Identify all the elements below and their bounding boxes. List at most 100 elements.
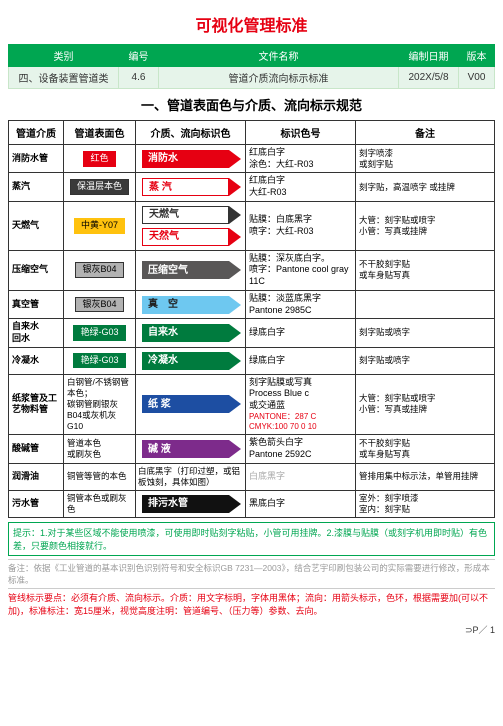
table-row: 真空管银灰B04 真 空贴膜：淡蓝底黑字Pantone 2985C <box>9 290 495 318</box>
cell-remark: 大管：刻字贴或喷字小管：写真或挂牌 <box>356 201 495 250</box>
cell-surface-color: 白钢管/不锈钢管本色；碳钢管刷银灰B04或灰机灰G10 <box>64 374 136 435</box>
flow-arrow: 真 空 <box>138 294 243 316</box>
cell-surface-color: 艳绿-G03 <box>64 347 136 374</box>
cell-code: 贴膜：深灰底白字。喷字：Pantone cool gray 11C <box>246 250 356 290</box>
hdr-col: 编号 <box>119 45 159 67</box>
cell-code: 贴膜：淡蓝底黑字Pantone 2985C <box>246 290 356 318</box>
color-chip: 艳绿-G03 <box>73 353 125 369</box>
cell-remark: 室外：刻字喷漆室内：刻字贴 <box>356 490 495 517</box>
cell-arrow: 消防水 <box>136 145 246 173</box>
cell-arrow: 排污水管 <box>136 490 246 517</box>
cell-remark: 刻字喷漆或刻字贴 <box>356 145 495 173</box>
flow-arrow: 天然气 <box>138 226 243 248</box>
table-row: 污水管铜管本色或刷灰色排污水管黑底白字室外：刻字喷漆室内：刻字贴 <box>9 490 495 517</box>
cell-remark: 大管：刻字贴或喷字小管：写真或挂牌 <box>356 374 495 435</box>
main-table: 管道介质管道表面色介质、流向标识色标识色号备注 消防水管 红色 消防水红底白字涂色：… <box>8 120 495 518</box>
hdr-val: V00 <box>459 67 495 89</box>
notes-block: 提示：1.对于某些区域不能使用喷漆，可使用即时贴刻字粘贴，小管可用挂牌。2.漆膜… <box>8 522 495 619</box>
cell-medium: 自来水回水 <box>9 319 64 347</box>
cell-surface-color: 铜管本色或刷灰色 <box>64 490 136 517</box>
cell-surface-color: 管道本色或刷灰色 <box>64 435 136 463</box>
hdr-val: 管道介质流向标示标准 <box>159 67 399 89</box>
cell-medium: 天燃气 <box>9 201 64 250</box>
hdr-col: 版本 <box>459 45 495 67</box>
cell-arrow: 真 空 <box>136 290 246 318</box>
color-chip: 银灰B04 <box>75 297 123 313</box>
color-chip: 中黄-Y07 <box>74 218 125 234</box>
cell-medium: 润滑油 <box>9 463 64 490</box>
cell-surface-color: 红色 <box>64 145 136 173</box>
cell-surface-color: 艳绿-G03 <box>64 319 136 347</box>
flow-arrow: 天燃气 <box>138 204 243 226</box>
table-row: 压缩空气银灰B04压缩空气贴膜：深灰底白字。喷字：Pantone cool gr… <box>9 250 495 290</box>
flow-arrow: 纸 浆 <box>138 393 243 415</box>
cell-medium: 真空管 <box>9 290 64 318</box>
main-col: 管道介质 <box>9 121 64 145</box>
flow-arrow: 蒸 汽 <box>138 176 243 198</box>
hint-text: 提示：1.对于某些区域不能使用喷漆，可使用即时贴刻字粘贴，小管可用挂牌。2.漆膜… <box>8 522 495 556</box>
cell-code: 红底白字涂色：大红-R03 <box>246 145 356 173</box>
page-number: ⊃P／ 1 <box>8 623 495 636</box>
cell-remark: 刻字贴或喷字 <box>356 347 495 374</box>
cell-surface-color: 银灰B04 <box>64 290 136 318</box>
table-row: 天燃气中黄-Y07天燃气天然气贴膜：白底黑字喷字：大红-R03大管：刻字贴或喷字… <box>9 201 495 250</box>
header-table: 类别编号文件名称编制日期版本 四、设备装置管道类4.6管道介质流向标示标准202… <box>8 44 495 89</box>
cell-code: 绿底白字 <box>246 347 356 374</box>
table-row: 润滑油铜管等管的本色白底黑字（打印过塑，或铝板蚀刻，具体如图）白底黑字管排用集中… <box>9 463 495 490</box>
cell-arrow: 碱 液 <box>136 435 246 463</box>
cell-arrow: 冷凝水 <box>136 347 246 374</box>
cell-remark: 刻字贴或喷字 <box>356 319 495 347</box>
flow-arrow: 消防水 <box>138 148 243 170</box>
section-title: 一、管道表面色与介质、流向标示规范 <box>8 89 495 120</box>
hdr-val: 四、设备装置管道类 <box>9 67 119 89</box>
cell-remark: 不干胶刻字贴或车身贴写真 <box>356 435 495 463</box>
main-col: 介质、流向标识色 <box>136 121 246 145</box>
cell-remark <box>356 290 495 318</box>
table-row: 消防水管 红色 消防水红底白字涂色：大红-R03刻字喷漆或刻字贴 <box>9 145 495 173</box>
cell-code: 黑底白字 <box>246 490 356 517</box>
color-chip: 红色 <box>83 151 115 167</box>
table-row: 蒸汽保温层本色蒸 汽红底白字大红-R03刻字贴，高温喷字 或挂牌 <box>9 173 495 201</box>
cell-code: 紫色箭头白字Pantone 2592C <box>246 435 356 463</box>
color-chip: 银灰B04 <box>75 262 123 278</box>
flow-arrow: 冷凝水 <box>138 350 243 372</box>
doc-title: 可视化管理标准 <box>8 12 495 36</box>
remark-text: 备注：依据《工业管道的基本识别色识别符号和安全标识GB 7231—2003》，结… <box>8 559 495 588</box>
cell-medium: 纸浆管及工艺物料管 <box>9 374 64 435</box>
cell-surface-color: 银灰B04 <box>64 250 136 290</box>
color-chip: 艳绿-G03 <box>73 325 125 341</box>
hdr-col: 文件名称 <box>159 45 399 67</box>
main-col: 备注 <box>356 121 495 145</box>
keypoint-text: 管线标示要点：必须有介质、流向标示。介质：用文字标明，字体用黑体；流向：用箭头标… <box>8 588 495 619</box>
main-col: 管道表面色 <box>64 121 136 145</box>
main-col: 标识色号 <box>246 121 356 145</box>
cell-surface-color: 保温层本色 <box>64 173 136 201</box>
cell-arrow: 蒸 汽 <box>136 173 246 201</box>
cell-code: 绿底白字 <box>246 319 356 347</box>
cell-surface-color: 中黄-Y07 <box>64 201 136 250</box>
color-chip: 保温层本色 <box>70 179 129 195</box>
cell-code: 红底白字大红-R03 <box>246 173 356 201</box>
table-row: 自来水回水艳绿-G03 自来水绿底白字刻字贴或喷字 <box>9 319 495 347</box>
cell-arrow: 白底黑字（打印过塑，或铝板蚀刻，具体如图） <box>136 463 246 490</box>
flow-arrow: 自来水 <box>138 322 243 344</box>
cell-code: 贴膜：白底黑字喷字：大红-R03 <box>246 201 356 250</box>
cell-medium: 蒸汽 <box>9 173 64 201</box>
flow-arrow: 碱 液 <box>138 438 243 460</box>
cell-remark: 不干胶刻字贴或车身贴写真 <box>356 250 495 290</box>
cell-code: 白底黑字 <box>246 463 356 490</box>
cell-surface-color: 铜管等管的本色 <box>64 463 136 490</box>
cell-arrow: 纸 浆 <box>136 374 246 435</box>
cell-medium: 酸碱管 <box>9 435 64 463</box>
table-row: 酸碱管管道本色或刷灰色碱 液紫色箭头白字Pantone 2592C不干胶刻字贴或… <box>9 435 495 463</box>
cell-arrow: 天燃气天然气 <box>136 201 246 250</box>
hdr-col: 编制日期 <box>399 45 459 67</box>
cell-remark: 管排用集中标示法，单管用挂牌 <box>356 463 495 490</box>
hdr-val: 202X/5/8 <box>399 67 459 89</box>
cell-code: 刻字贴膜或写真Process Blue c或交通蓝PANTONE：287 CCM… <box>246 374 356 435</box>
hdr-col: 类别 <box>9 45 119 67</box>
table-row: 冷凝水艳绿-G03冷凝水绿底白字刻字贴或喷字 <box>9 347 495 374</box>
cell-medium: 消防水管 <box>9 145 64 173</box>
flow-arrow: 压缩空气 <box>138 259 243 281</box>
cell-remark: 刻字贴，高温喷字 或挂牌 <box>356 173 495 201</box>
